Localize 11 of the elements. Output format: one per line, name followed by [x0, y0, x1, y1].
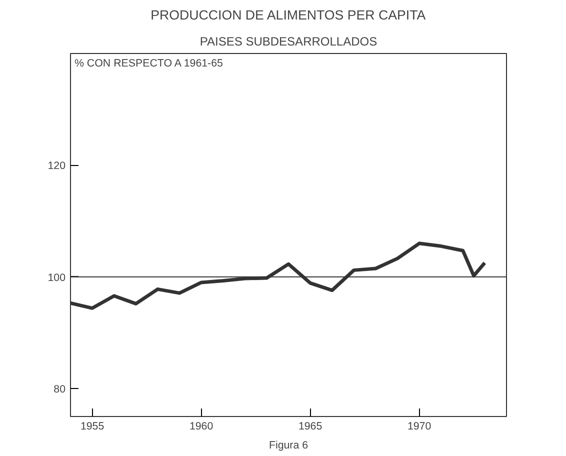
- chart-subtitle: PAISES SUBDESARROLLADOS: [200, 34, 378, 48]
- y-tick-label: 100: [48, 272, 66, 284]
- x-tick-label: 1960: [189, 420, 214, 432]
- y-axis-title: % CON RESPECTO A 1961-65: [74, 58, 224, 70]
- y-tick-label: 80: [54, 384, 66, 396]
- text: Figura 6: [268, 440, 308, 452]
- x-tick-label: 1970: [407, 420, 432, 432]
- y-tick-label: 120: [48, 160, 66, 172]
- x-tick-label: 1965: [298, 420, 322, 432]
- chart-title: PRODUCCION DE ALIMENTOS PER CAPITA: [150, 8, 426, 22]
- x-tick-label: 1955: [80, 420, 104, 432]
